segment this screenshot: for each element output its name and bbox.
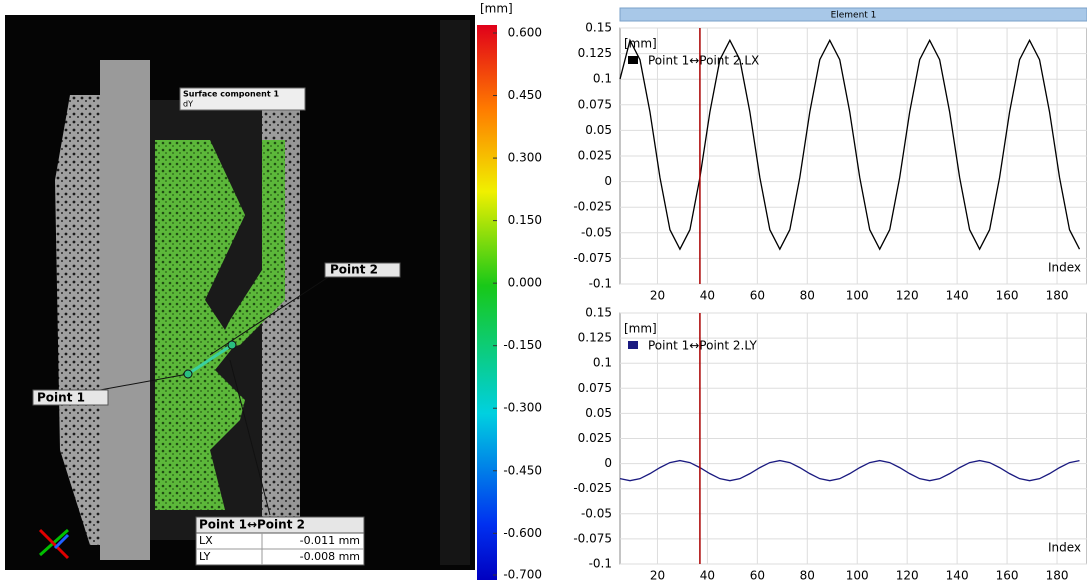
y-tick-label: -0.075 xyxy=(573,531,612,545)
y-tick-label: 0.1 xyxy=(593,356,612,370)
y-tick-label: -0.05 xyxy=(581,225,612,239)
x-tick-label: 160 xyxy=(996,289,1019,303)
y-unit: [mm] xyxy=(624,322,657,336)
y-tick-label: 0 xyxy=(604,456,612,470)
label-box xyxy=(324,262,401,278)
legend-label: Point 1↔Point 2.LX xyxy=(648,54,759,68)
x-tick-label: 120 xyxy=(896,569,919,581)
x-tick-label: 60 xyxy=(750,569,765,581)
y-tick-label: 0.05 xyxy=(585,406,612,420)
table-cell: -0.008 mm xyxy=(300,550,360,563)
y-tick-label: -0.1 xyxy=(589,557,612,571)
y-tick-label: 0 xyxy=(604,174,612,188)
colorbar-tick-label: -0.600 xyxy=(503,526,542,540)
x-tick-label: 80 xyxy=(800,569,815,581)
x-tick-label: 40 xyxy=(700,289,715,303)
x-tick-label: 120 xyxy=(896,289,919,303)
chart-title: Element 1 xyxy=(831,11,877,21)
x-tick-label: 60 xyxy=(750,289,765,303)
colorbar-tick-label: -0.700 xyxy=(503,568,542,581)
legend-swatch xyxy=(628,341,638,349)
legend-swatch xyxy=(628,56,638,64)
table-title: Point 1↔Point 2 xyxy=(199,518,305,532)
y-tick-label: 0.025 xyxy=(578,431,612,445)
y-unit: [mm] xyxy=(624,37,657,51)
x-tick-label: 20 xyxy=(650,289,665,303)
y-tick-label: 0.075 xyxy=(578,381,612,395)
y-tick-label: -0.075 xyxy=(573,251,612,265)
y-tick-label: -0.1 xyxy=(589,277,612,291)
y-tick-label: 0.125 xyxy=(578,331,612,345)
colorbar-tick-label: 0.000 xyxy=(508,276,542,290)
y-tick-label: -0.05 xyxy=(581,506,612,520)
y-tick-label: 0.15 xyxy=(585,21,612,35)
colorbar xyxy=(477,25,497,580)
point-label: Point 2 xyxy=(330,263,378,277)
x-tick-label: 180 xyxy=(1046,569,1069,581)
y-tick-label: -0.025 xyxy=(573,481,612,495)
colorbar-tick-label: -0.300 xyxy=(503,401,542,415)
colorbar-tick-label: -0.450 xyxy=(503,463,542,477)
y-tick-label: -0.025 xyxy=(573,200,612,214)
surface-label: Surface component 1 dY xyxy=(179,87,306,111)
x-tick-label: 140 xyxy=(946,569,969,581)
x-tick-label: 160 xyxy=(996,569,1019,581)
point-label: Point 1 xyxy=(37,391,85,405)
surface-title: Surface component 1 xyxy=(183,90,279,99)
colorbar-tick-label: -0.150 xyxy=(503,338,542,352)
x-tick-label: 80 xyxy=(800,289,815,303)
y-tick-label: 0.025 xyxy=(578,149,612,163)
colorbar-tick-label: 0.450 xyxy=(508,88,542,102)
x-tick-label: 180 xyxy=(1046,289,1069,303)
x-tick-label: 100 xyxy=(846,569,869,581)
colorbar-tick-label: 0.600 xyxy=(508,26,542,40)
y-tick-label: 0.125 xyxy=(578,46,612,60)
measure-table: Point 1↔Point 2 LX -0.011 mm LY -0.008 m… xyxy=(195,516,365,566)
x-axis-label: Index xyxy=(1048,541,1081,555)
y-tick-label: 0.1 xyxy=(593,72,612,86)
table-cell: LX xyxy=(199,534,213,547)
x-tick-label: 140 xyxy=(946,289,969,303)
x-tick-label: 40 xyxy=(700,569,715,581)
y-tick-label: 0.075 xyxy=(578,97,612,111)
colorbar-tick-label: 0.300 xyxy=(508,151,542,165)
table-cell: -0.011 mm xyxy=(300,534,360,547)
data-line xyxy=(619,459,1080,482)
label-box xyxy=(32,389,109,406)
x-tick-label: 100 xyxy=(846,289,869,303)
chart-banner xyxy=(619,7,1087,22)
legend-label: Point 1↔Point 2.LY xyxy=(648,339,757,353)
x-tick-label: 20 xyxy=(650,569,665,581)
y-tick-label: 0.05 xyxy=(585,123,612,137)
table-cell: LY xyxy=(199,550,211,563)
data-line xyxy=(619,38,1081,251)
y-tick-label: 0.15 xyxy=(585,306,612,320)
surface-quantity: dY xyxy=(183,100,193,109)
colorbar-unit: [mm] xyxy=(480,2,513,16)
x-axis-label: Index xyxy=(1048,261,1081,275)
colorbar-tick-label: 0.150 xyxy=(508,213,542,227)
